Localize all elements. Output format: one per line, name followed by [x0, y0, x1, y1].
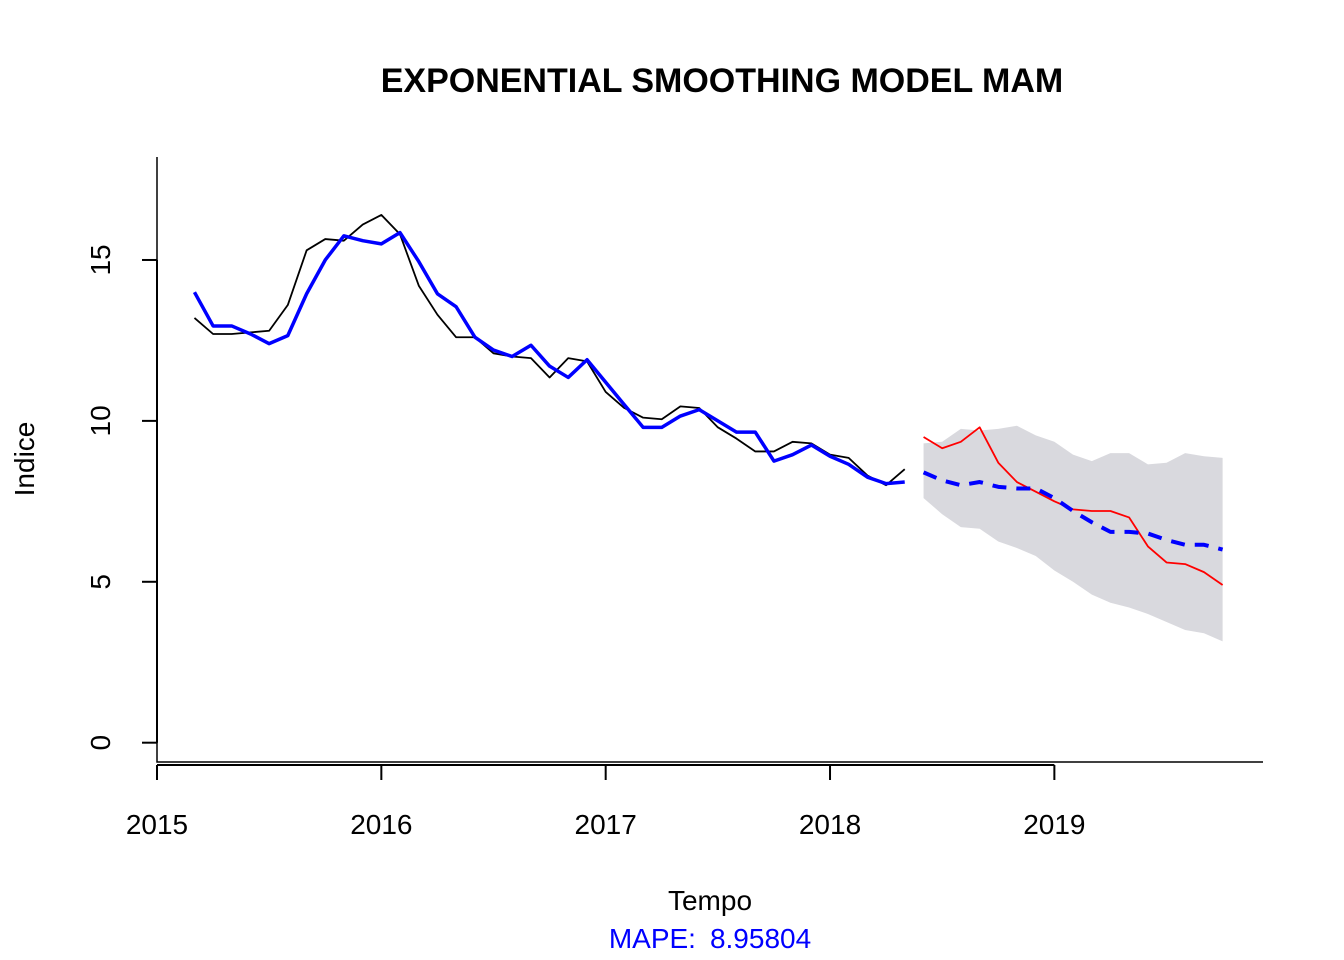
prediction-interval-band [923, 425, 1223, 642]
chart-title: EXPONENTIAL SMOOTHING MODEL MAM [381, 62, 1064, 100]
x-tick-label: 2015 [126, 809, 188, 840]
y-axis-ticks: 0 5 10 15 [85, 244, 157, 750]
x-axis-title: Tempo [668, 885, 752, 916]
x-tick-label: 2016 [350, 809, 412, 840]
y-tick-label: 0 [85, 735, 116, 751]
y-tick-label: 10 [85, 405, 116, 436]
fitted-series-line [192, 230, 905, 486]
x-tick-label: 2019 [1023, 809, 1085, 840]
observed-series-line [193, 214, 906, 487]
forecast-series-line [922, 470, 1224, 552]
plot-area [156, 157, 1263, 763]
x-tick-label: 2017 [575, 809, 637, 840]
mape-annotation: MAPE: 8.95804 [609, 923, 811, 954]
y-tick-label: 5 [85, 574, 116, 590]
y-axis-title: Indice [9, 422, 40, 497]
actual-test-series-line [923, 426, 1224, 586]
x-axis-ticks: 2015 2016 2017 2018 2019 [126, 765, 1086, 840]
mape-label: MAPE: [609, 923, 696, 954]
y-tick-label: 15 [85, 244, 116, 275]
x-tick-label: 2018 [799, 809, 861, 840]
mape-value: 8.95804 [710, 923, 811, 954]
